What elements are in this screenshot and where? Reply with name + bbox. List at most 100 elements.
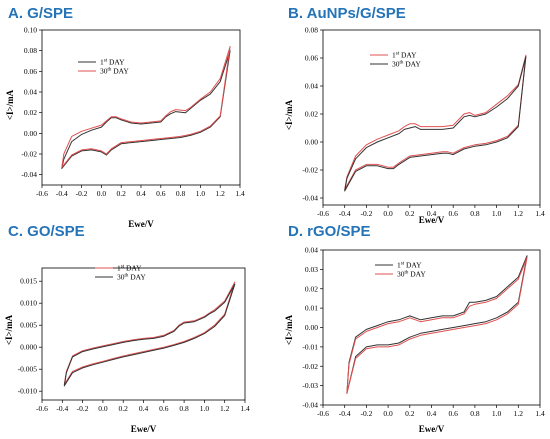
x-tick-label: 0.6 [449,209,459,218]
x-tick-label: 1.2 [514,209,524,218]
y-tick-label: 0.10 [24,26,37,35]
series-line-day30 [63,283,236,387]
x-tick-label: -0.6 [36,404,48,413]
y-tick-label: 0.06 [24,67,37,76]
series-line-day1 [63,281,236,386]
legend-label: 30th DAY [397,270,426,279]
x-tick-label: -0.6 [317,209,329,218]
x-tick-label: 0.0 [98,404,108,413]
x-tick-label: 0.8 [470,209,480,218]
y-tick-label: 0.000 [20,343,37,352]
legend-label: 1st DAY [392,51,417,60]
y-tick-label: 0.03 [305,265,318,274]
x-tick-label: 1.2 [220,404,230,413]
plot-frame [322,29,541,206]
y-tick-label: 0.00 [24,129,37,138]
x-tick-label: 0.6 [449,409,459,418]
y-tick-label: -0.02 [302,362,318,371]
x-axis-title: Ewe/V [131,424,157,434]
panel-2: C. GO/SPE -0.6 -0.4 -0.2 0.0 0.2 0.4 0.6 0.8 1.0 1… [4,223,250,434]
x-tick-label: -0.4 [56,404,68,413]
panel-label: D. rGO/SPE [288,223,371,240]
x-tick-label: 0.4 [427,209,437,218]
x-tick-label: 1.0 [196,189,206,198]
x-tick-label: 0.2 [119,404,129,413]
x-tick-label: 0.0 [97,189,107,198]
y-tick-label: 0.010 [20,299,37,308]
x-axis-title: Ewe/V [128,219,154,229]
x-tick-label: 0.4 [139,404,149,413]
y-tick-label: 0.02 [24,108,37,117]
series-line-day30 [344,56,527,192]
x-tick-label: 0.0 [383,409,393,418]
x-tick-label: 1.4 [240,404,250,413]
y-tick-label: 0.08 [305,26,318,35]
y-tick-label: -0.01 [302,342,318,351]
x-tick-label: 1.0 [492,209,502,218]
series-line-day1 [346,255,528,394]
x-tick-label: 0.4 [427,409,437,418]
y-tick-label: 0.02 [305,284,318,293]
x-axis-title: Ewe/V [419,424,445,434]
plot-frame [322,249,541,406]
y-tick-label: 0.04 [305,246,318,255]
y-tick-label: -0.010 [18,387,38,396]
panel-label: B. AuNPs/G/SPE [288,5,406,22]
x-tick-label: 1.4 [535,409,545,418]
y-tick-label: -0.03 [302,381,318,390]
x-tick-label: 0.4 [136,189,146,198]
y-tick-label: -0.04 [302,401,318,410]
x-tick-label: 0.6 [159,404,169,413]
x-axis-title: Ewe/V [419,215,445,225]
series-line-day1 [61,50,231,169]
x-tick-label: 0.8 [179,404,189,413]
series-line-day1 [344,54,527,191]
series-line-day30 [61,46,231,168]
series-line-day30 [346,257,528,394]
y-tick-label: -0.04 [302,194,318,203]
legend-label: 1st DAY [100,58,125,67]
x-tick-label: -0.4 [56,189,68,198]
x-tick-label: 0.2 [405,409,415,418]
panel-label: A. G/SPE [8,5,73,22]
x-tick-label: 1.2 [514,409,524,418]
legend-label: 30th DAY [392,60,421,69]
legend-label: 30th DAY [100,67,129,76]
x-tick-label: 1.4 [235,189,245,198]
y-tick-label: 0.04 [305,82,318,91]
y-tick-label: -0.005 [18,365,38,374]
panel-label: C. GO/SPE [8,223,85,240]
y-tick-label: 0.00 [305,323,318,332]
x-tick-label: 1.4 [535,209,545,218]
panel-1: B. AuNPs/G/SPE -0.6 -0.4 -0.2 0.0 0.2 0.4 0.6 0.… [284,5,545,225]
y-tick-label: -0.02 [21,150,37,159]
x-tick-label: -0.2 [360,209,372,218]
x-tick-label: -0.4 [339,209,351,218]
panel-3: D. rGO/SPE -0.6 -0.4 -0.2 0.0 0.2 0.4 0.6 0.8 1.0… [284,223,545,434]
plot-frame [41,267,246,401]
x-tick-label: 0.8 [176,189,186,198]
legend-label: 1st DAY [397,261,422,270]
x-tick-label: -0.2 [360,409,372,418]
x-tick-label: -0.2 [76,189,88,198]
y-tick-label: 0.06 [305,54,318,63]
panel-0: A. G/SPE -0.6 -0.4 -0.2 0.0 0.2 0.4 0.6 0.8 1.0 1.… [5,5,245,229]
y-tick-label: 0.01 [305,304,318,313]
x-tick-label: -0.6 [317,409,329,418]
y-axis-title: <I>/mA [284,99,294,130]
y-tick-label: 0.02 [305,110,318,119]
plot-frame [41,29,241,186]
y-tick-label: -0.02 [302,166,318,175]
y-tick-label: 0.015 [20,277,37,286]
x-tick-label: -0.4 [339,409,351,418]
x-tick-label: 0.2 [117,189,127,198]
legend-label: 1st DAY [117,264,142,273]
x-tick-label: 1.0 [200,404,210,413]
legend-label: 30th DAY [117,273,146,282]
y-tick-label: 0.005 [20,321,37,330]
x-tick-label: 0.6 [156,189,166,198]
x-tick-label: 1.0 [492,409,502,418]
y-tick-label: -0.04 [21,170,37,179]
y-axis-title: <I>/mA [4,314,14,345]
